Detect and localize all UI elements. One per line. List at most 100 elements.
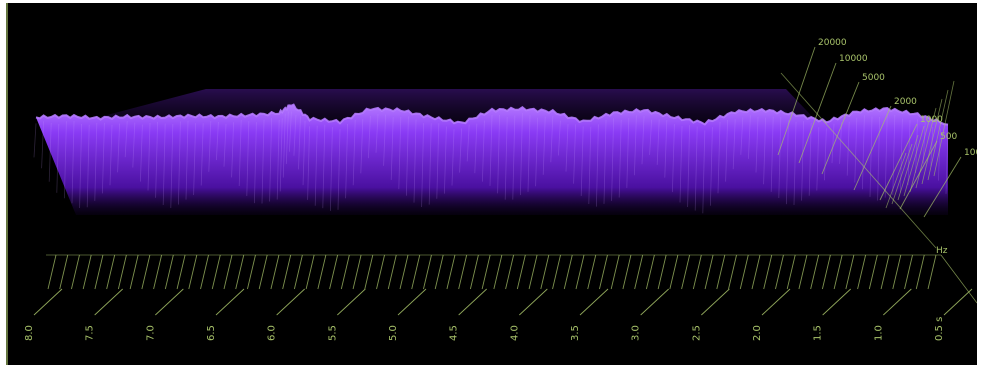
surface-streak [124, 121, 128, 158]
time-tick-line [215, 288, 245, 316]
surface-streak [238, 119, 242, 186]
surface-streak [147, 123, 151, 191]
floor-grid-line [927, 254, 937, 290]
surface-streak [694, 126, 698, 211]
surface-streak [170, 124, 174, 209]
frequency-grid-rail [927, 89, 949, 181]
time-tick-label: 6.0 [267, 325, 278, 341]
floor-grid-line [692, 254, 702, 290]
surface-streak [672, 124, 675, 193]
surface-streak [489, 114, 493, 186]
time-tick-label: 3.5 [570, 325, 581, 341]
surface-streak [542, 116, 546, 175]
floor-grid-line [763, 254, 773, 290]
surface-streak [261, 119, 265, 204]
surface-streak [839, 122, 842, 164]
surface-streak [786, 120, 789, 205]
surface-streak [778, 116, 782, 198]
surface-streak [717, 121, 721, 194]
frequency-tick-line [777, 46, 816, 156]
floor-grid-line [868, 254, 878, 290]
frequency-grid-rail [933, 80, 955, 177]
surface-streak [710, 127, 713, 206]
frequency-grid-rail [909, 116, 931, 193]
floor-grid-line [188, 254, 198, 290]
floor-grid-line [892, 254, 902, 290]
time-tick-label: 4.5 [449, 325, 460, 341]
surface-streak [573, 124, 576, 184]
surface-streak [938, 128, 941, 181]
time-axis: 8.0 7.5 7.0 6.5 6.0 5.5 5.0 4.5 4.0 3.5 3.0 2.5 2.0 1… [24, 288, 973, 341]
surface-streak [884, 114, 888, 198]
surface-streak [86, 124, 90, 208]
right-floor-edge [940, 254, 977, 304]
surface-streak [109, 124, 113, 186]
surface-streak [755, 116, 759, 173]
floor-grid-line [200, 254, 209, 290]
floor-grid-line [317, 254, 327, 290]
time-tick-line [761, 288, 791, 316]
time-tick-line [458, 288, 487, 316]
surface-streak [603, 119, 607, 204]
surface-streak [497, 114, 500, 194]
surface-streak [808, 123, 812, 196]
surface-streak [298, 116, 301, 170]
floor-grid-line [775, 254, 784, 290]
surface-streak [428, 123, 432, 205]
surface-streak [831, 123, 835, 164]
frequency-tick-line [798, 62, 837, 164]
surface-streak [558, 120, 561, 156]
surface-streak [649, 119, 652, 155]
floor-grid-line [833, 254, 843, 290]
surface-streak [56, 123, 60, 193]
grid-layer [6, 3, 977, 365]
surface-streak [770, 116, 774, 192]
surface-streak [945, 130, 949, 194]
surface-streak [307, 126, 310, 200]
frequency-grid-rail [891, 143, 913, 205]
surface-streak [634, 115, 637, 176]
surface-streak [48, 123, 52, 182]
surface-streak [293, 114, 297, 156]
floor-grid-line [47, 254, 57, 290]
surface-streak [436, 123, 440, 199]
frequency-tick-line [879, 123, 918, 201]
floor-grid-line [880, 254, 890, 290]
time-tick-line [519, 288, 548, 316]
surface-streak [398, 116, 402, 190]
floor-grid-line [399, 254, 409, 290]
surface-streak [740, 117, 744, 155]
floor-grid-line [739, 254, 749, 290]
floor-grid-line [106, 254, 116, 290]
frequency-tick-line [899, 140, 938, 210]
surface-streak [444, 126, 447, 194]
frequency-grid-rail [903, 125, 925, 197]
floor-grid-line [258, 254, 268, 290]
time-tick-line [276, 288, 305, 316]
time-tick-label: 1.5 [813, 325, 824, 341]
frequency-tick-label: 500 [940, 132, 957, 142]
surface-streak [330, 127, 333, 211]
surface-streak [413, 119, 417, 203]
surface-streak [288, 111, 292, 152]
frequency-unit-label: Hz [936, 246, 948, 256]
surface-streak [185, 120, 189, 200]
floor-grid-line [716, 254, 726, 290]
floor-grid-line [247, 254, 256, 290]
floor-grid-line [563, 254, 573, 290]
frequency-tick-label: 2000 [894, 97, 917, 107]
floor-grid-line [704, 254, 714, 290]
floor-grid-line [270, 254, 280, 290]
floor-grid-line [434, 254, 444, 290]
surface-streak [877, 116, 880, 201]
floor-grid-line [857, 254, 867, 290]
frequency-tick-line [853, 105, 892, 191]
surface-streak [322, 124, 326, 209]
surface-streak [102, 122, 105, 194]
surface-streak [550, 116, 554, 163]
floor-grid-line [458, 254, 468, 290]
surface-streak [763, 117, 766, 185]
time-tick-line [822, 288, 851, 316]
frequency-grid-rail [885, 152, 907, 209]
surface-streak [302, 120, 306, 186]
